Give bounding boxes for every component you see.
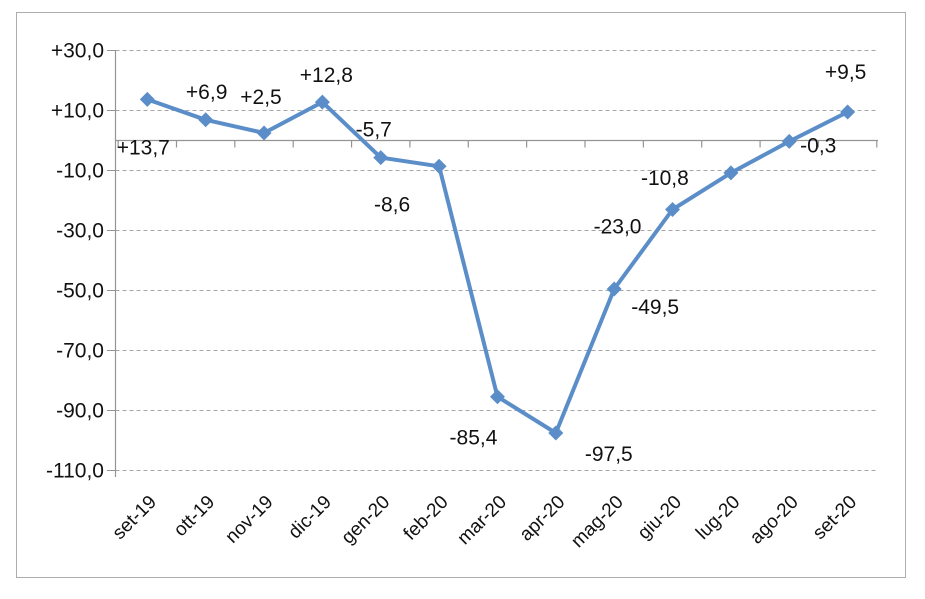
y-axis-tick-label: +30,0 xyxy=(51,40,104,63)
data-point-label: +13,7 xyxy=(117,136,170,159)
data-point-marker xyxy=(373,150,389,166)
data-point-label: -10,8 xyxy=(641,167,689,190)
data-point-marker xyxy=(139,91,155,107)
y-axis-tick-label: -90,0 xyxy=(56,400,104,423)
y-axis-tick-label: -110,0 xyxy=(46,460,104,483)
y-axis-tick-label: -50,0 xyxy=(56,280,104,303)
y-axis-tick-label: -10,0 xyxy=(56,160,104,183)
data-point-marker xyxy=(198,112,214,128)
data-point-label: +2,5 xyxy=(240,86,281,109)
data-point-label: -0,3 xyxy=(800,134,836,157)
data-point-label: +12,8 xyxy=(300,64,353,87)
data-point-label: -85,4 xyxy=(450,427,498,450)
data-point-marker xyxy=(840,104,856,120)
data-point-marker xyxy=(314,94,330,110)
data-point-marker xyxy=(548,425,564,441)
y-axis-tick-label: -30,0 xyxy=(56,220,104,243)
data-point-marker xyxy=(723,165,739,181)
y-axis-tick-label: -70,0 xyxy=(56,340,104,363)
data-point-label: +9,5 xyxy=(825,61,866,84)
data-point-label: -49,5 xyxy=(631,296,679,319)
data-point-marker xyxy=(606,281,622,297)
data-point-label: -8,6 xyxy=(374,193,410,216)
data-point-marker xyxy=(431,158,447,174)
data-point-marker xyxy=(781,133,797,149)
data-point-marker xyxy=(665,202,681,217)
data-point-label: -5,7 xyxy=(356,119,392,142)
data-point-marker xyxy=(489,389,505,405)
data-point-label: -23,0 xyxy=(594,216,642,239)
y-axis-tick-label: +10,0 xyxy=(51,100,104,123)
data-point-label: -97,5 xyxy=(585,443,633,466)
data-point-marker xyxy=(256,125,272,141)
data-point-label: +6,9 xyxy=(186,81,227,104)
